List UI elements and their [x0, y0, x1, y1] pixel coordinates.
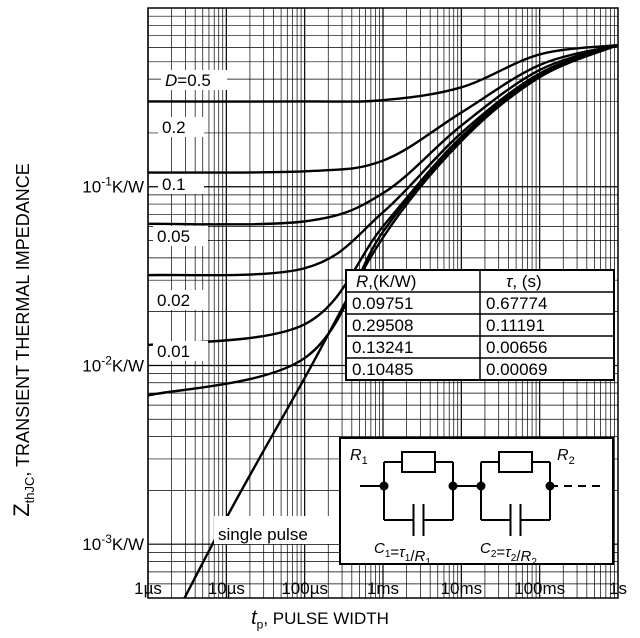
x-tick-label: 1ms: [367, 579, 399, 598]
x-axis-label: tp, PULSE WIDTH: [251, 607, 389, 632]
x-tick-label: 10µs: [208, 579, 245, 598]
x-tick-labels: 1µs 10µs 100µs 1ms 10ms 100ms 1s: [134, 579, 627, 598]
table-cell: 0.67774: [486, 294, 547, 313]
y-tick-label: 10-3K/W: [82, 532, 144, 554]
table-cell: 0.29508: [352, 316, 413, 335]
x-tick-label: 1s: [609, 579, 627, 598]
series-label-bg: [214, 516, 342, 544]
series-line: [148, 43, 618, 226]
x-tick-label: 10ms: [441, 579, 483, 598]
series-label-bg: [153, 226, 208, 246]
capacitor-label-c2: C2=τ2/R2: [480, 540, 537, 568]
y-tick-label-bg: [66, 530, 146, 553]
table-cell: 0.00656: [486, 338, 547, 357]
resistor-symbol: [401, 451, 436, 473]
table-cell: 0.09751: [352, 294, 413, 313]
table-cell: 0.11191: [486, 316, 545, 335]
table-cell: 0.10485: [352, 360, 413, 379]
table-cell: 0.00069: [486, 360, 547, 379]
series-line: [148, 43, 618, 277]
x-tick-label: 100ms: [514, 579, 565, 598]
series-label: 0.05: [157, 227, 190, 246]
series-label-bg: [158, 117, 204, 137]
capacitor-label-c1: C1=τ1/R1: [374, 540, 431, 568]
rc-table: R,(K/W) τ, (s) 0.09751 0.67774 0.29508 0.1119…: [345, 269, 615, 381]
series-label-bg: [153, 341, 208, 361]
y-tick-label: 10-1K/W: [82, 175, 144, 197]
series-line: [148, 43, 618, 397]
series-label: single pulse: [218, 525, 308, 544]
series-label: 0.1: [162, 175, 186, 194]
resistor-symbol: [498, 451, 533, 473]
rc-circuit: R1 R2 C1=τ1/R1 C2=τ2/R2: [339, 437, 614, 568]
x-tick-label: 100µs: [281, 579, 328, 598]
y-axis-label-wrap: ZthJC, TRANSIENT THERMAL IMPEDANCE: [8, 80, 38, 600]
series-label: 0.2: [162, 118, 186, 137]
table-header: R,(K/W): [356, 272, 416, 291]
y-axis-label: ZthJC, TRANSIENT THERMAL IMPEDANCE: [9, 163, 37, 517]
table-header: τ, (s): [506, 272, 542, 291]
series-label: 0.01: [157, 342, 190, 361]
resistor-label-r2: R2: [557, 447, 575, 467]
y-tick-label: 10-2K/W: [82, 353, 144, 375]
resistor-label-r1: R1: [350, 447, 368, 467]
series-label: 0.02: [157, 291, 190, 310]
series-labels: D=0.5 0.2 0.1 0.05 0.02 0.01 single pulse: [153, 70, 342, 544]
series-label-bg: [153, 290, 208, 310]
y-tick-label-bg: [66, 351, 146, 374]
series-line: [148, 43, 618, 103]
y-tick-labels: 10-1K/W 10-2K/W 10-3K/W: [66, 172, 146, 554]
series-label-bg: [161, 70, 227, 90]
plot-frame: [147, 7, 619, 599]
series-label: D=0.5: [165, 71, 211, 90]
series-line: [148, 43, 618, 174]
circuit-frame: [339, 437, 614, 565]
x-tick-label: 1µs: [134, 579, 162, 598]
series-label-bg: [158, 174, 204, 194]
y-tick-label-bg: [66, 172, 146, 195]
table-cell: 0.13241: [352, 338, 413, 357]
